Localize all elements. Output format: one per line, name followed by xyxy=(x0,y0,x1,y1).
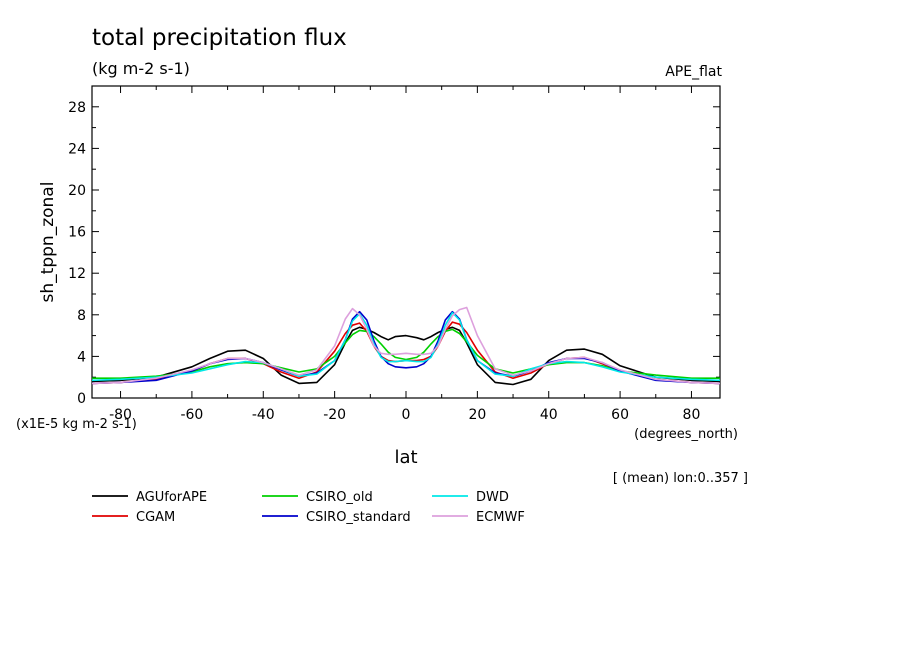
units-label: (kg m-2 s-1) xyxy=(92,59,190,78)
y-tick-label: 20 xyxy=(68,183,86,199)
y-tick-label: 28 xyxy=(68,100,86,116)
series-line-ECMWF xyxy=(91,306,721,385)
legend-label: CSIRO_standard xyxy=(306,510,411,525)
x-tick-label: -20 xyxy=(323,407,346,423)
x-tick-label: -40 xyxy=(252,407,275,423)
series-line-DWD xyxy=(91,311,721,382)
x-tick-label: 60 xyxy=(611,407,629,423)
legend-label: ECMWF xyxy=(476,510,525,525)
y-tick-labels: 0 4 8 12 16 20 24 28 xyxy=(68,100,86,407)
legend-label: CGAM xyxy=(136,510,175,525)
chart-title: total precipitation flux xyxy=(92,25,347,51)
series-line-CSIRO_old xyxy=(92,328,720,380)
y-tick-label: 24 xyxy=(68,141,86,157)
legend-label: AGUforAPE xyxy=(136,490,207,505)
legend: AGUforAPE CGAM CSIRO_old CSIRO_standard DWD E… xyxy=(92,490,525,525)
y-tick-label: 16 xyxy=(68,225,86,241)
x-tick-labels: -80 -60 -40 -20 0 20 40 60 80 xyxy=(109,407,700,423)
x-axis-units: (degrees_north) xyxy=(634,427,738,442)
x-tick-label: 20 xyxy=(468,407,486,423)
series-line-AGUforAPE xyxy=(91,326,721,386)
y-tick-label: 8 xyxy=(77,308,86,324)
series-lines xyxy=(91,306,721,386)
legend-label: DWD xyxy=(476,490,509,505)
x-tick-label: 40 xyxy=(540,407,558,423)
x-tick-label: -80 xyxy=(109,407,132,423)
mean-note: [ (mean) lon:0..357 ] xyxy=(613,471,748,486)
x-tick-label: 80 xyxy=(683,407,701,423)
experiment-label: APE_flat xyxy=(665,64,722,80)
axis-ticks xyxy=(92,85,720,399)
legend-label: CSIRO_old xyxy=(306,490,373,505)
y-tick-label: 12 xyxy=(68,266,86,282)
y-scale-note: (x1E-5 kg m-2 s-1) xyxy=(16,417,137,432)
y-tick-label: 4 xyxy=(77,349,86,365)
y-axis-label: sh_tppn_zonal xyxy=(38,182,58,303)
plot-frame xyxy=(91,85,721,399)
x-tick-label: 0 xyxy=(402,407,411,423)
x-axis-label: lat xyxy=(394,447,417,468)
x-tick-label: -60 xyxy=(180,407,203,423)
y-tick-label: 0 xyxy=(77,391,86,407)
